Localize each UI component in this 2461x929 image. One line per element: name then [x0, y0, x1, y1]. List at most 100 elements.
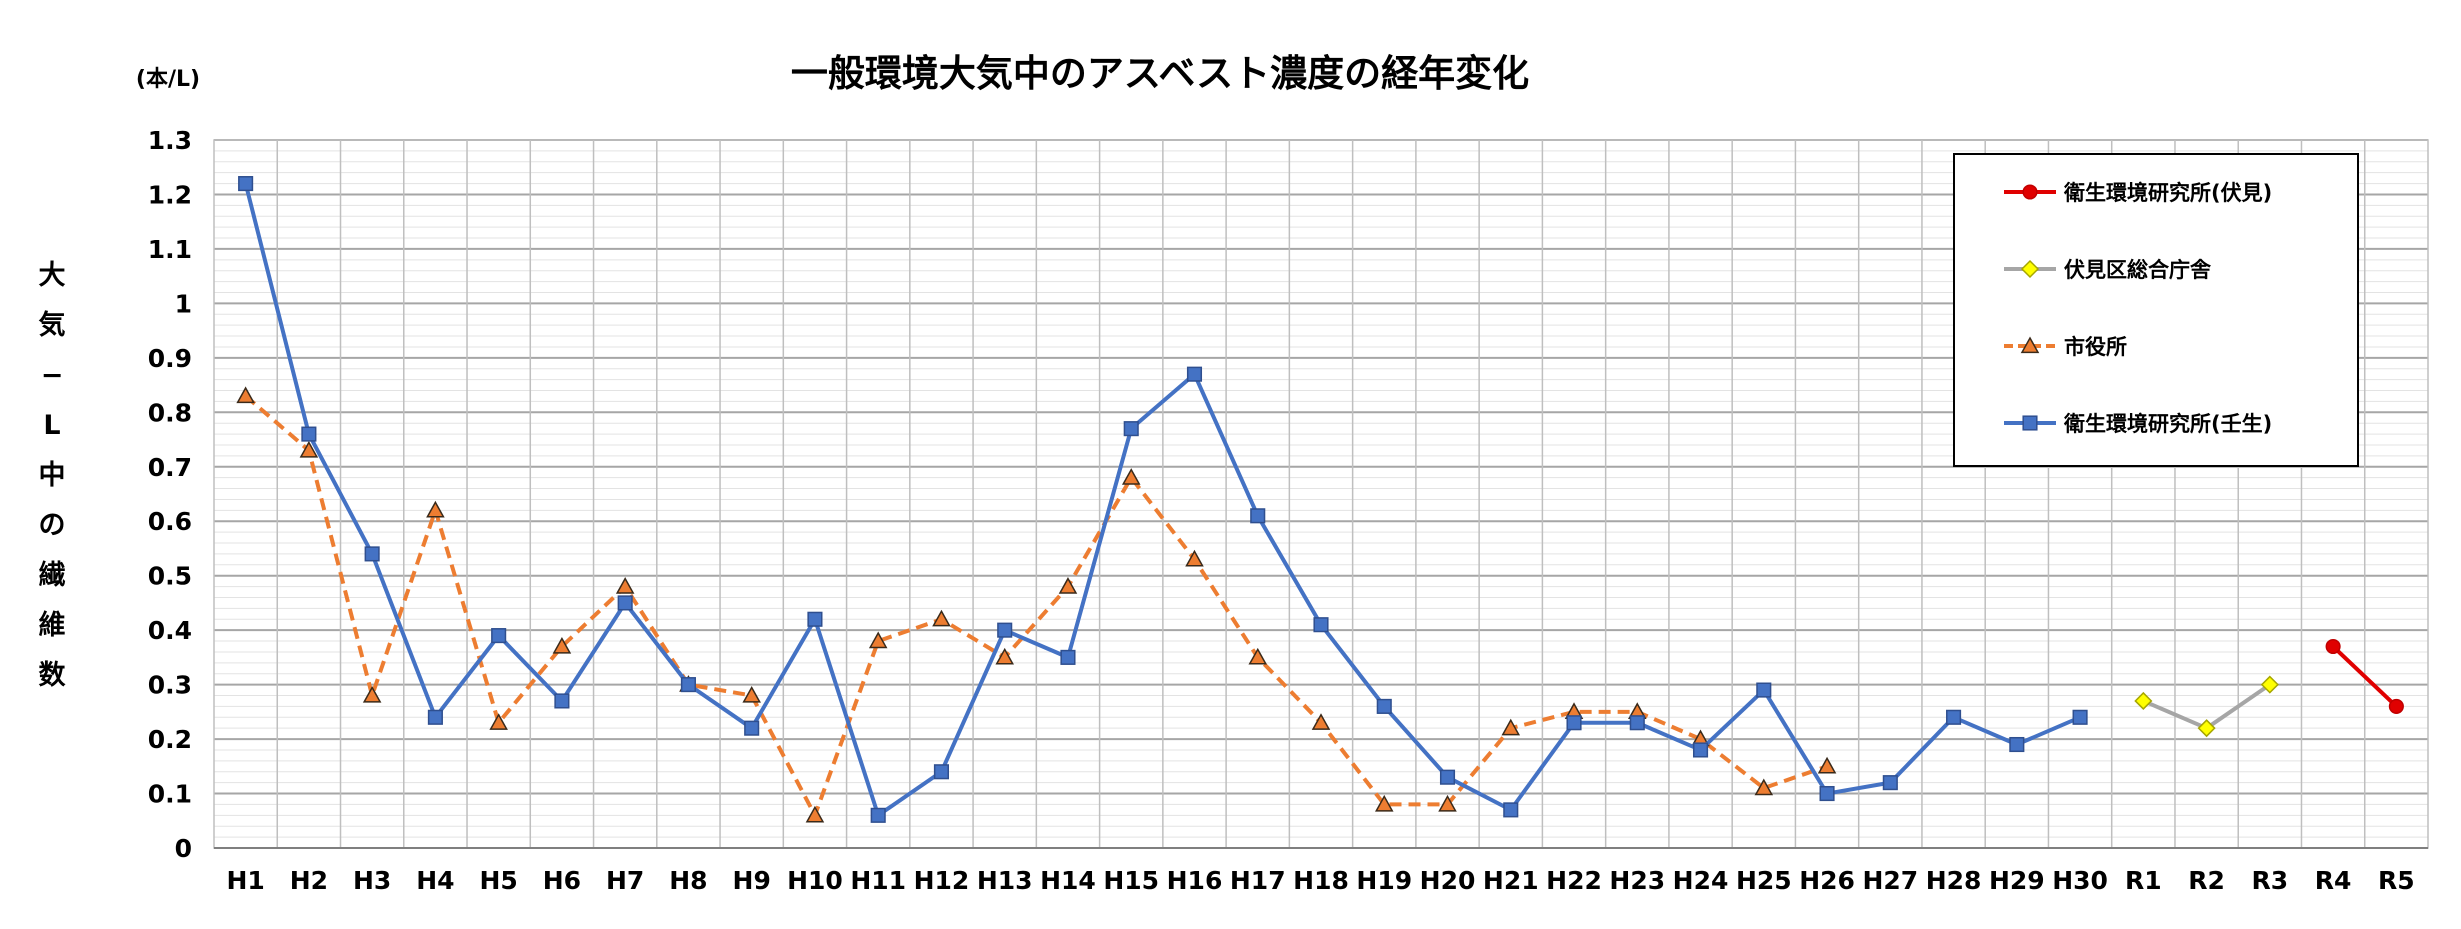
data-point [489, 713, 508, 730]
data-point [1756, 682, 1772, 698]
y-axis-label-char: 気 [39, 309, 66, 341]
legend-label: 市役所 [2064, 335, 2127, 359]
data-point [1123, 421, 1139, 437]
data-point [301, 426, 317, 442]
x-tick-label: H18 [1293, 866, 1349, 895]
x-tick-label: R2 [2188, 866, 2225, 895]
data-point [2260, 675, 2279, 694]
data-point [744, 720, 760, 736]
x-tick-label: H27 [1862, 866, 1918, 895]
data-point [2388, 698, 2404, 714]
series-line [244, 394, 1828, 818]
data-point [1501, 718, 1521, 736]
y-tick-label: 0.4 [148, 616, 192, 645]
data-point [1754, 778, 1774, 796]
data-point [2197, 719, 2216, 738]
legend-item: 伏見区総合庁舎 [2004, 258, 2212, 282]
x-tick-label: H12 [914, 866, 970, 895]
legend-item: 衛生環境研究所(壬生) [2004, 412, 2272, 436]
data-point [2072, 709, 2088, 725]
y-axis-label-char: 数 [39, 660, 67, 691]
data-point [1692, 742, 1709, 758]
x-tick-label: H30 [2052, 866, 2108, 895]
y-tick-label: 0.2 [148, 725, 192, 754]
x-tick-label: H14 [1040, 866, 1096, 895]
data-point [1946, 709, 1962, 725]
x-tick-label: H11 [850, 866, 906, 895]
legend-label: 衛生環境研究所(伏見) [2063, 181, 2272, 205]
data-point [1058, 577, 1078, 594]
x-tick-label: H9 [733, 866, 771, 895]
data-point [552, 636, 572, 654]
data-point [1374, 794, 1394, 812]
x-tick-label: H6 [543, 866, 581, 895]
y-tick-label: 0.7 [148, 453, 192, 482]
data-point [933, 764, 950, 780]
data-point [807, 611, 823, 627]
y-axis-label-char: 大 [39, 260, 66, 291]
x-tick-label: H16 [1167, 866, 1223, 895]
x-tick-label: H26 [1799, 866, 1855, 895]
data-point [617, 595, 633, 611]
series-0 [2325, 638, 2404, 714]
data-point [2020, 259, 2040, 279]
data-point [1376, 698, 1392, 714]
x-tick-label: H2 [290, 866, 328, 895]
x-tick-label: H4 [416, 866, 454, 895]
x-tick-label: H5 [479, 866, 517, 895]
data-point [870, 807, 886, 823]
data-point [2022, 415, 2038, 431]
data-point [995, 647, 1014, 665]
data-point [805, 805, 825, 823]
x-tick-label: H24 [1673, 866, 1729, 895]
chart-title: 一般環境大気中のアスベスト濃度の経年変化 [791, 52, 1529, 95]
x-tick-label: H17 [1230, 866, 1286, 895]
data-point [1250, 508, 1266, 524]
legend-label: 衛生環境研究所(壬生) [2063, 412, 2272, 436]
series-line [243, 183, 2081, 818]
data-point [2134, 691, 2153, 711]
x-tick-label: H10 [787, 866, 843, 895]
data-point [1882, 775, 1898, 791]
y-tick-label: 0.3 [148, 671, 192, 700]
data-point [1439, 769, 1456, 785]
data-point [868, 631, 888, 649]
y-tick-label: 1.3 [148, 126, 192, 155]
data-point [1313, 617, 1329, 633]
y-tick-label: 0.6 [148, 507, 192, 536]
data-point [238, 176, 254, 192]
x-tick-label: H29 [1989, 866, 2045, 895]
x-tick-label: H19 [1356, 866, 1412, 895]
y-tick-label: 0.5 [148, 562, 192, 591]
x-tick-label: H22 [1546, 866, 1602, 895]
data-point [1121, 468, 1141, 485]
data-point [2009, 736, 2025, 753]
data-point [1503, 802, 1519, 818]
axes [213, 139, 2429, 849]
y-tick-label: 1.1 [148, 235, 192, 264]
series [236, 176, 2404, 823]
data-point [426, 500, 445, 518]
data-point [491, 628, 507, 644]
series-3 [238, 176, 2088, 823]
y-axis-label-char: 繊 [39, 559, 66, 591]
y-tick-label: 0.1 [148, 780, 192, 809]
legend-item: 市役所 [2004, 335, 2127, 359]
data-point [2020, 336, 2040, 354]
x-tick-label: H13 [977, 866, 1033, 895]
x-tick-label: H7 [606, 866, 644, 895]
y-axis-label-char: の [39, 510, 66, 541]
data-point [362, 685, 382, 703]
x-tick-label: R1 [2125, 866, 2162, 895]
x-tick-label: H3 [353, 866, 391, 895]
data-point [1186, 366, 1203, 382]
x-tick-label: H1 [226, 866, 264, 895]
x-tick-labels: H1 H2 H3 H4 H5 H6 H7 H8 H9 H10 H11 H12 H13 H14 H15 H16 H… [226, 866, 2414, 895]
legend-item: 衛生環境研究所(伏見) [2004, 181, 2272, 205]
y-tick-labels: 0 0.1 0.2 0.3 0.4 0.5 0.6 0.7 0.8 0.9 1 1.1 1.2 1.3 [148, 126, 192, 863]
x-tick-label: H8 [669, 866, 707, 895]
data-point [742, 685, 761, 703]
data-point [1185, 549, 1204, 567]
